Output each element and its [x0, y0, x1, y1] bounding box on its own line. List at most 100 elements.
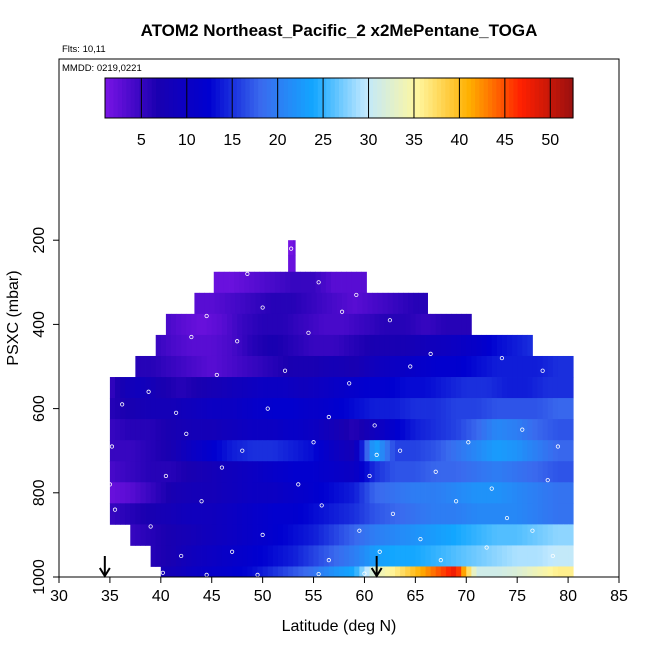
x-tick-label: 45 [203, 588, 221, 605]
heatmap-cell [456, 355, 462, 378]
colorbar-segment [530, 78, 536, 118]
sample-point [428, 351, 433, 356]
heatmap-cell [501, 440, 508, 462]
heatmap-cell [364, 419, 370, 441]
heatmap-cell [252, 377, 258, 399]
heatmap-cell [527, 461, 533, 483]
heatmap-cell [165, 355, 172, 378]
heatmap-cell [557, 398, 564, 420]
heatmap-cell [486, 334, 493, 357]
heatmap-cell [191, 419, 197, 441]
heatmap-cell [532, 355, 538, 378]
heatmap-cell [181, 440, 187, 462]
heatmap-cell [415, 313, 421, 336]
heatmap-cell [425, 419, 432, 441]
heatmap-cell [339, 566, 345, 578]
heatmap-cell [522, 398, 528, 420]
heatmap-cell [160, 440, 167, 462]
heatmap-cell [552, 419, 559, 441]
heatmap-cell [277, 545, 284, 567]
sample-point [397, 448, 403, 453]
sample-point [408, 364, 413, 369]
heatmap-cell [374, 482, 381, 504]
colorbar-segment [407, 78, 412, 118]
heatmap-cell [532, 482, 538, 504]
heatmap-cell [313, 334, 320, 357]
heatmap-cell [430, 503, 437, 525]
heatmap-cell [211, 355, 218, 378]
heatmap-cell [285, 271, 291, 294]
heatmap-cell [145, 440, 152, 462]
heatmap-cell [395, 566, 401, 578]
colorbar-segment [151, 78, 157, 118]
heatmap-cell [496, 566, 503, 578]
heatmap-cell [313, 503, 320, 525]
heatmap-cell [232, 503, 238, 525]
heatmap-cell [265, 292, 272, 315]
sample-point [555, 444, 561, 449]
heatmap-cell [471, 503, 477, 525]
heatmap-cell [194, 292, 200, 315]
heatmap-cell [267, 377, 274, 399]
heatmap-cell [522, 545, 528, 567]
heatmap-cell [135, 524, 141, 546]
heatmap-cell [491, 461, 498, 483]
colorbar-segment [130, 78, 136, 118]
heatmap-cell [379, 313, 386, 336]
heatmap-cell [191, 398, 197, 420]
heatmap-cell [354, 566, 360, 578]
heatmap-cell [425, 482, 432, 504]
heatmap-cell [196, 419, 202, 441]
colorbar-segment [283, 78, 289, 118]
heatmap-cell [242, 503, 248, 525]
heatmap-cell [288, 440, 294, 462]
heatmap-cell [150, 461, 157, 483]
heatmap-cell [237, 545, 243, 567]
heatmap-cell [471, 566, 477, 578]
heatmap-cell [491, 566, 498, 578]
heatmap-cell [486, 377, 493, 399]
heatmap-cell [410, 545, 416, 567]
colorbar-segment [504, 78, 510, 118]
heatmap-cell [496, 524, 503, 546]
heatmap-cell [232, 482, 238, 504]
heatmap-cell [374, 440, 381, 462]
heatmap-cell [279, 271, 286, 294]
heatmap-cell [274, 271, 281, 294]
heatmap-cell [537, 398, 544, 420]
heatmap-cell [451, 398, 457, 420]
heatmap-cell [333, 524, 340, 546]
heatmap-cell [160, 398, 167, 420]
heatmap-cell [344, 377, 350, 399]
heatmap-cell [288, 398, 294, 420]
heatmap-cell [227, 355, 233, 378]
heatmap-cell [247, 461, 253, 483]
heatmap-cell [349, 313, 355, 336]
colorbar-segment [526, 78, 532, 118]
heatmap-cell [354, 398, 360, 420]
sample-point [235, 339, 240, 344]
heatmap-cell [507, 377, 513, 399]
heatmap-cell [451, 566, 457, 578]
heatmap-cell [318, 545, 325, 567]
heatmap-cell [339, 355, 345, 378]
heatmap-cell [237, 440, 243, 462]
heatmap-cell [318, 334, 325, 357]
heatmap-cell [328, 503, 335, 525]
heatmap-cell [425, 334, 432, 357]
heatmap-cell [354, 377, 360, 399]
colorbar-segment [462, 78, 468, 118]
heatmap-cell [262, 461, 269, 483]
heatmap-cell [405, 398, 411, 420]
colorbar-segment [356, 78, 361, 118]
heatmap-cell [398, 292, 404, 315]
heatmap-cell [410, 440, 416, 462]
colorbar-segment [300, 78, 306, 118]
heatmap-cell [351, 271, 357, 294]
heatmap-cell [341, 271, 347, 294]
heatmap-cell [491, 334, 498, 357]
x-tick-label: 65 [406, 588, 424, 605]
heatmap-cell [247, 377, 253, 399]
heatmap-cell [415, 334, 421, 357]
heatmap-cell [471, 419, 477, 441]
